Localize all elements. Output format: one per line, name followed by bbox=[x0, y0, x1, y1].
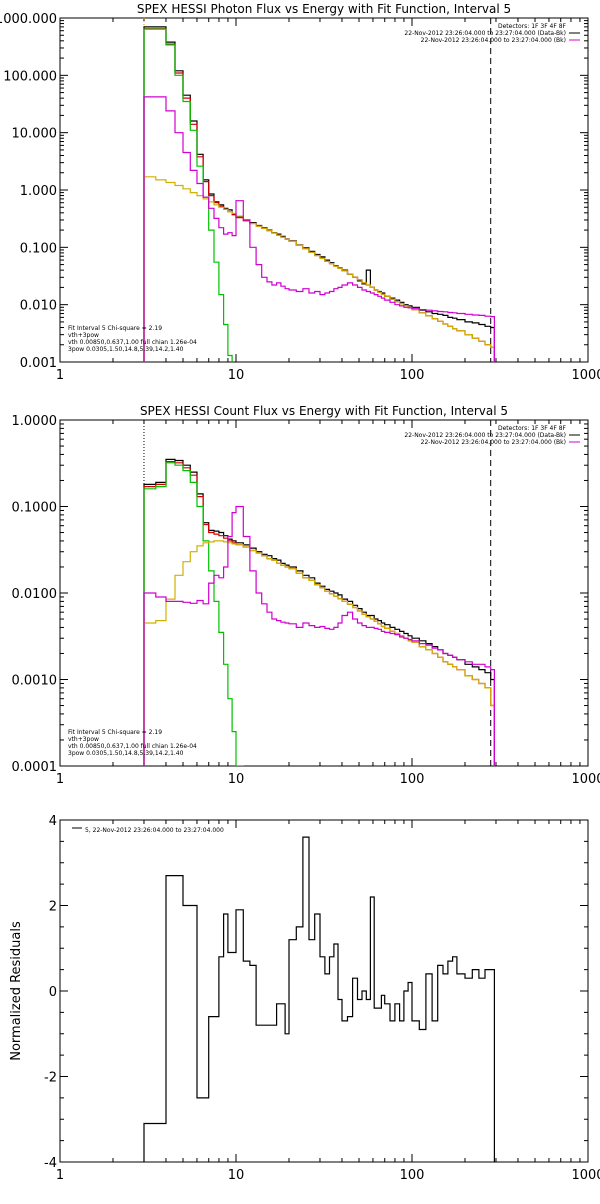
x-tick-label: 1000 bbox=[571, 772, 600, 787]
fit-legend-entry: Fit Interval 5 Chi-square = 2.19 bbox=[68, 729, 162, 736]
x-tick-label: 1000 bbox=[571, 1168, 600, 1183]
plot-frame-2 bbox=[59, 419, 589, 767]
y-tick-label: 0 bbox=[49, 985, 57, 1000]
series-line-3pow bbox=[143, 540, 495, 766]
fit-legend-entry: vth+3pow bbox=[68, 332, 99, 339]
y-tick-label: 1.0000 bbox=[12, 414, 58, 429]
x-tick-label: 100 bbox=[400, 772, 425, 787]
chart-title-1: SPEX HESSI Photon Flux vs Energy with Fi… bbox=[137, 2, 511, 16]
x-tick-label: 1 bbox=[56, 368, 64, 383]
y-tick-label: 0.0100 bbox=[12, 587, 58, 602]
x-tick-label: 10 bbox=[228, 1168, 245, 1183]
series-line-vth bbox=[143, 462, 255, 766]
legend-entry: 5, 22-Nov-2012 23:26:04.000 to 23:27:04.… bbox=[85, 827, 224, 834]
x-tick-label: 100 bbox=[400, 368, 425, 383]
x-tick-label: 100 bbox=[400, 1168, 425, 1183]
y-tick-label: 0.1000 bbox=[12, 501, 58, 516]
legend-entry: 22-Nov-2012 23:26:04.000 to 23:27:04.000… bbox=[404, 432, 566, 439]
fit-legend-entry: 3pow 0.0305,1.50,14.8,5.39,14.2,1.40 bbox=[68, 346, 184, 353]
series-line-residuals bbox=[143, 836, 495, 1162]
y-tick-label: 10.000 bbox=[12, 127, 58, 142]
legend-entry: Detectors: 1F 3F 4F 8F bbox=[498, 23, 567, 30]
series-line-vth bbox=[143, 28, 255, 362]
legend-entry: 22-Nov-2012 23:26:04.000 to 23:27:04.000… bbox=[421, 37, 566, 44]
y-tick-label: 0.100 bbox=[20, 241, 57, 256]
chart-title-2: SPEX HESSI Count Flux vs Energy with Fit… bbox=[140, 404, 508, 418]
y-axis-label: Normalized Residuals bbox=[9, 921, 24, 1061]
x-tick-label: 1000 bbox=[571, 368, 600, 383]
fit-legend-entry: vth 0.00850,0.637,1.00 full chian 1.26e-… bbox=[68, 339, 197, 346]
x-tick-label: 10 bbox=[228, 772, 245, 787]
y-tick-label: 0.001 bbox=[20, 356, 57, 371]
fit-legend-entry: vth 0.00850,0.637,1.00 full chian 1.26e-… bbox=[68, 743, 197, 750]
y-tick-label: 4 bbox=[49, 814, 57, 829]
y-tick-label: -2 bbox=[44, 1071, 57, 1086]
series-line-bk bbox=[143, 96, 495, 362]
legend-entry: 22-Nov-2012 23:26:04.000 to 23:27:04.000… bbox=[421, 439, 566, 446]
x-tick-label: 10 bbox=[228, 368, 245, 383]
y-tick-label: 100.000 bbox=[3, 69, 57, 84]
y-tick-label: 1000.000 bbox=[0, 12, 57, 27]
y-tick-label: 1.000 bbox=[20, 184, 57, 199]
plot-frame-3 bbox=[59, 819, 589, 1163]
legend-entry: Detectors: 1F 3F 4F 8F bbox=[498, 425, 567, 432]
y-tick-label: 0.0001 bbox=[12, 760, 58, 775]
y-tick-label: 0.0010 bbox=[12, 674, 58, 689]
legend-entry: 22-Nov-2012 23:26:04.000 to 23:27:04.000… bbox=[404, 30, 566, 37]
x-tick-label: 1 bbox=[56, 1168, 64, 1183]
y-tick-label: 0.010 bbox=[20, 299, 57, 314]
plot-frame-1 bbox=[59, 17, 589, 363]
y-tick-label: 2 bbox=[49, 900, 57, 915]
fit-legend-entry: Fit Interval 5 Chi-square = 2.19 bbox=[68, 325, 162, 332]
series-line-3pow bbox=[143, 176, 495, 362]
series-line-bk bbox=[143, 505, 495, 766]
series-line-vth-3pow bbox=[143, 461, 495, 766]
x-tick-label: 1 bbox=[56, 772, 64, 787]
y-tick-label: -4 bbox=[44, 1156, 57, 1171]
series-line-data-bk bbox=[143, 458, 495, 766]
fit-legend-entry: 3pow 0.0305,1.50,14.8,5.39,14.2,1.40 bbox=[68, 750, 184, 757]
fit-legend-entry: vth+3pow bbox=[68, 736, 99, 743]
